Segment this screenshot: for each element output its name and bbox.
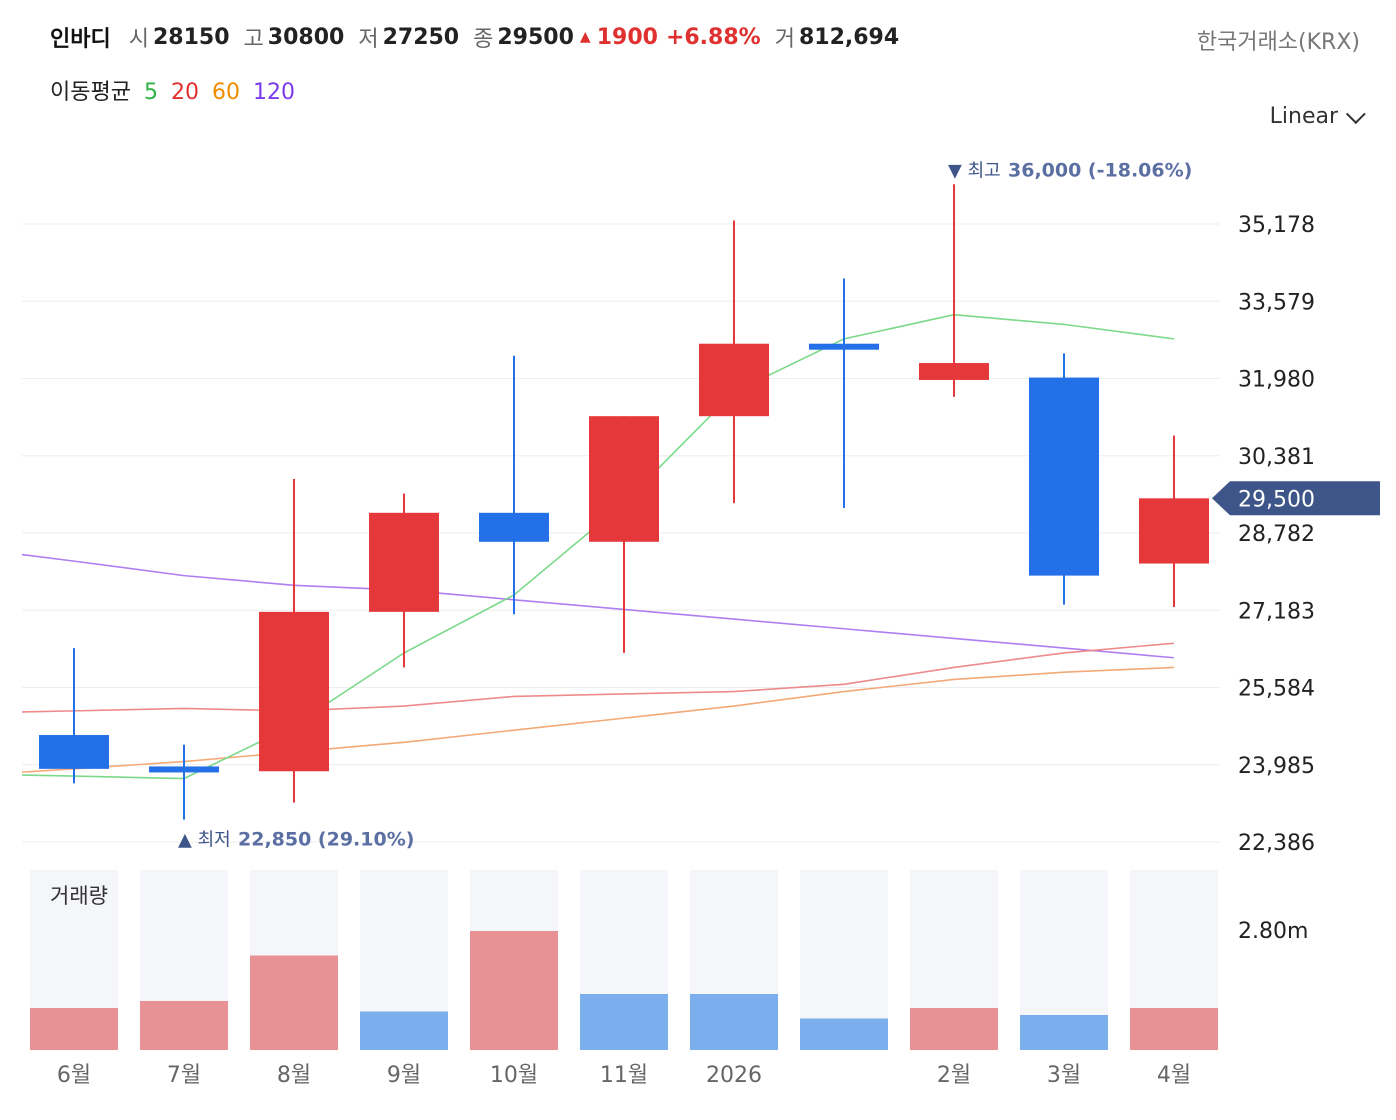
x-tick-label: 3월 (1047, 1063, 1081, 1088)
x-tick-label: 10월 (490, 1063, 538, 1088)
volume-bar (470, 931, 558, 1050)
volume-title: 거래량 (50, 884, 108, 908)
min-price-label: 22,850 (29.10%) (238, 829, 414, 851)
volume-label: 거 (774, 27, 795, 52)
candle-body (809, 343, 879, 350)
candle-body (479, 512, 549, 542)
moving-average-legend: 이동평균 5 20 60 120 (50, 74, 301, 106)
candle-body (1139, 498, 1209, 564)
last-price-label: 29,500 (1238, 487, 1315, 512)
volume-bar (140, 1001, 228, 1050)
ma-line-120 (21, 553, 1175, 659)
close-value: 29500 (497, 24, 574, 50)
x-tick-label: 2월 (937, 1063, 971, 1088)
x-tick-label: 8월 (277, 1063, 311, 1088)
scale-dropdown[interactable]: Linear (1269, 103, 1366, 129)
open-value: 28150 (152, 24, 230, 50)
volume-bar (800, 1018, 888, 1050)
y-tick-label: 30,381 (1238, 445, 1315, 470)
candle-body (919, 363, 989, 380)
volume-tick-label: 2.80m (1238, 919, 1308, 944)
volume-bar (1020, 1015, 1108, 1050)
change-percent: +6.88% (665, 24, 761, 50)
x-tick-label: 9월 (387, 1063, 421, 1088)
volume-bar (580, 994, 668, 1050)
x-tick-label: 6월 (57, 1063, 91, 1088)
ma-60[interactable]: 60 (211, 80, 240, 105)
close-label: 종 (473, 27, 494, 52)
ma-line-20 (21, 642, 1175, 713)
x-tick-label: 7월 (167, 1063, 201, 1088)
last-price-tag (1212, 481, 1380, 516)
y-tick-label: 23,985 (1238, 754, 1315, 779)
ma-label: 이동평균 (50, 80, 131, 105)
x-tick-label: 2026 (706, 1063, 762, 1088)
up-triangle-icon: ▲ (579, 29, 591, 45)
ma-5[interactable]: 5 (143, 80, 158, 105)
open-label: 시 (128, 27, 149, 52)
stock-name: 인바디 (50, 27, 111, 52)
x-tick-label: 11월 (600, 1063, 648, 1088)
volume-bar (360, 1011, 448, 1050)
volume-bar (690, 994, 778, 1050)
y-tick-label: 31,980 (1238, 368, 1315, 393)
scale-value: Linear (1269, 104, 1338, 129)
volume-bar (910, 1008, 998, 1050)
ma-20[interactable]: 20 (170, 80, 199, 105)
y-tick-label: 28,782 (1238, 522, 1315, 547)
high-label: 고 (243, 27, 264, 52)
low-label: 저 (358, 27, 379, 52)
candle-body (259, 611, 329, 772)
change-value: 1900 (596, 24, 658, 50)
low-value: 27250 (382, 24, 460, 50)
y-tick-label: 22,386 (1238, 831, 1315, 856)
exchange-name: 한국거래소(KRX) (1196, 30, 1360, 55)
y-tick-label: 35,178 (1238, 213, 1315, 238)
volume-value: 812,694 (798, 24, 900, 50)
high-value: 30800 (267, 24, 345, 50)
candle-body (149, 766, 219, 773)
y-tick-label: 27,183 (1238, 599, 1315, 624)
candle-body (1029, 377, 1099, 576)
y-tick-label: 25,584 (1238, 677, 1315, 702)
volume-bar (250, 955, 338, 1050)
candle-body (39, 735, 109, 769)
ma-line-5 (21, 313, 1175, 780)
candle-body (699, 343, 769, 417)
volume-bar (30, 1008, 118, 1050)
price-header: 인바디 시 28150 고 30800 저 27250 종 29500 ▲ 19… (50, 20, 913, 54)
candle-body (369, 512, 439, 612)
max-price-label: 36,000 (-18.06%) (1008, 159, 1192, 181)
ma-120[interactable]: 120 (252, 80, 295, 105)
volume-bar (1130, 1008, 1218, 1050)
candle-body (589, 416, 659, 542)
ma-line-60 (21, 666, 1175, 773)
y-tick-label: 33,579 (1238, 290, 1315, 315)
x-tick-label: 4월 (1157, 1063, 1191, 1088)
min-price-prefix: ▲ 최저 (178, 830, 231, 851)
max-price-prefix: ▼ 최고 (948, 160, 1001, 181)
